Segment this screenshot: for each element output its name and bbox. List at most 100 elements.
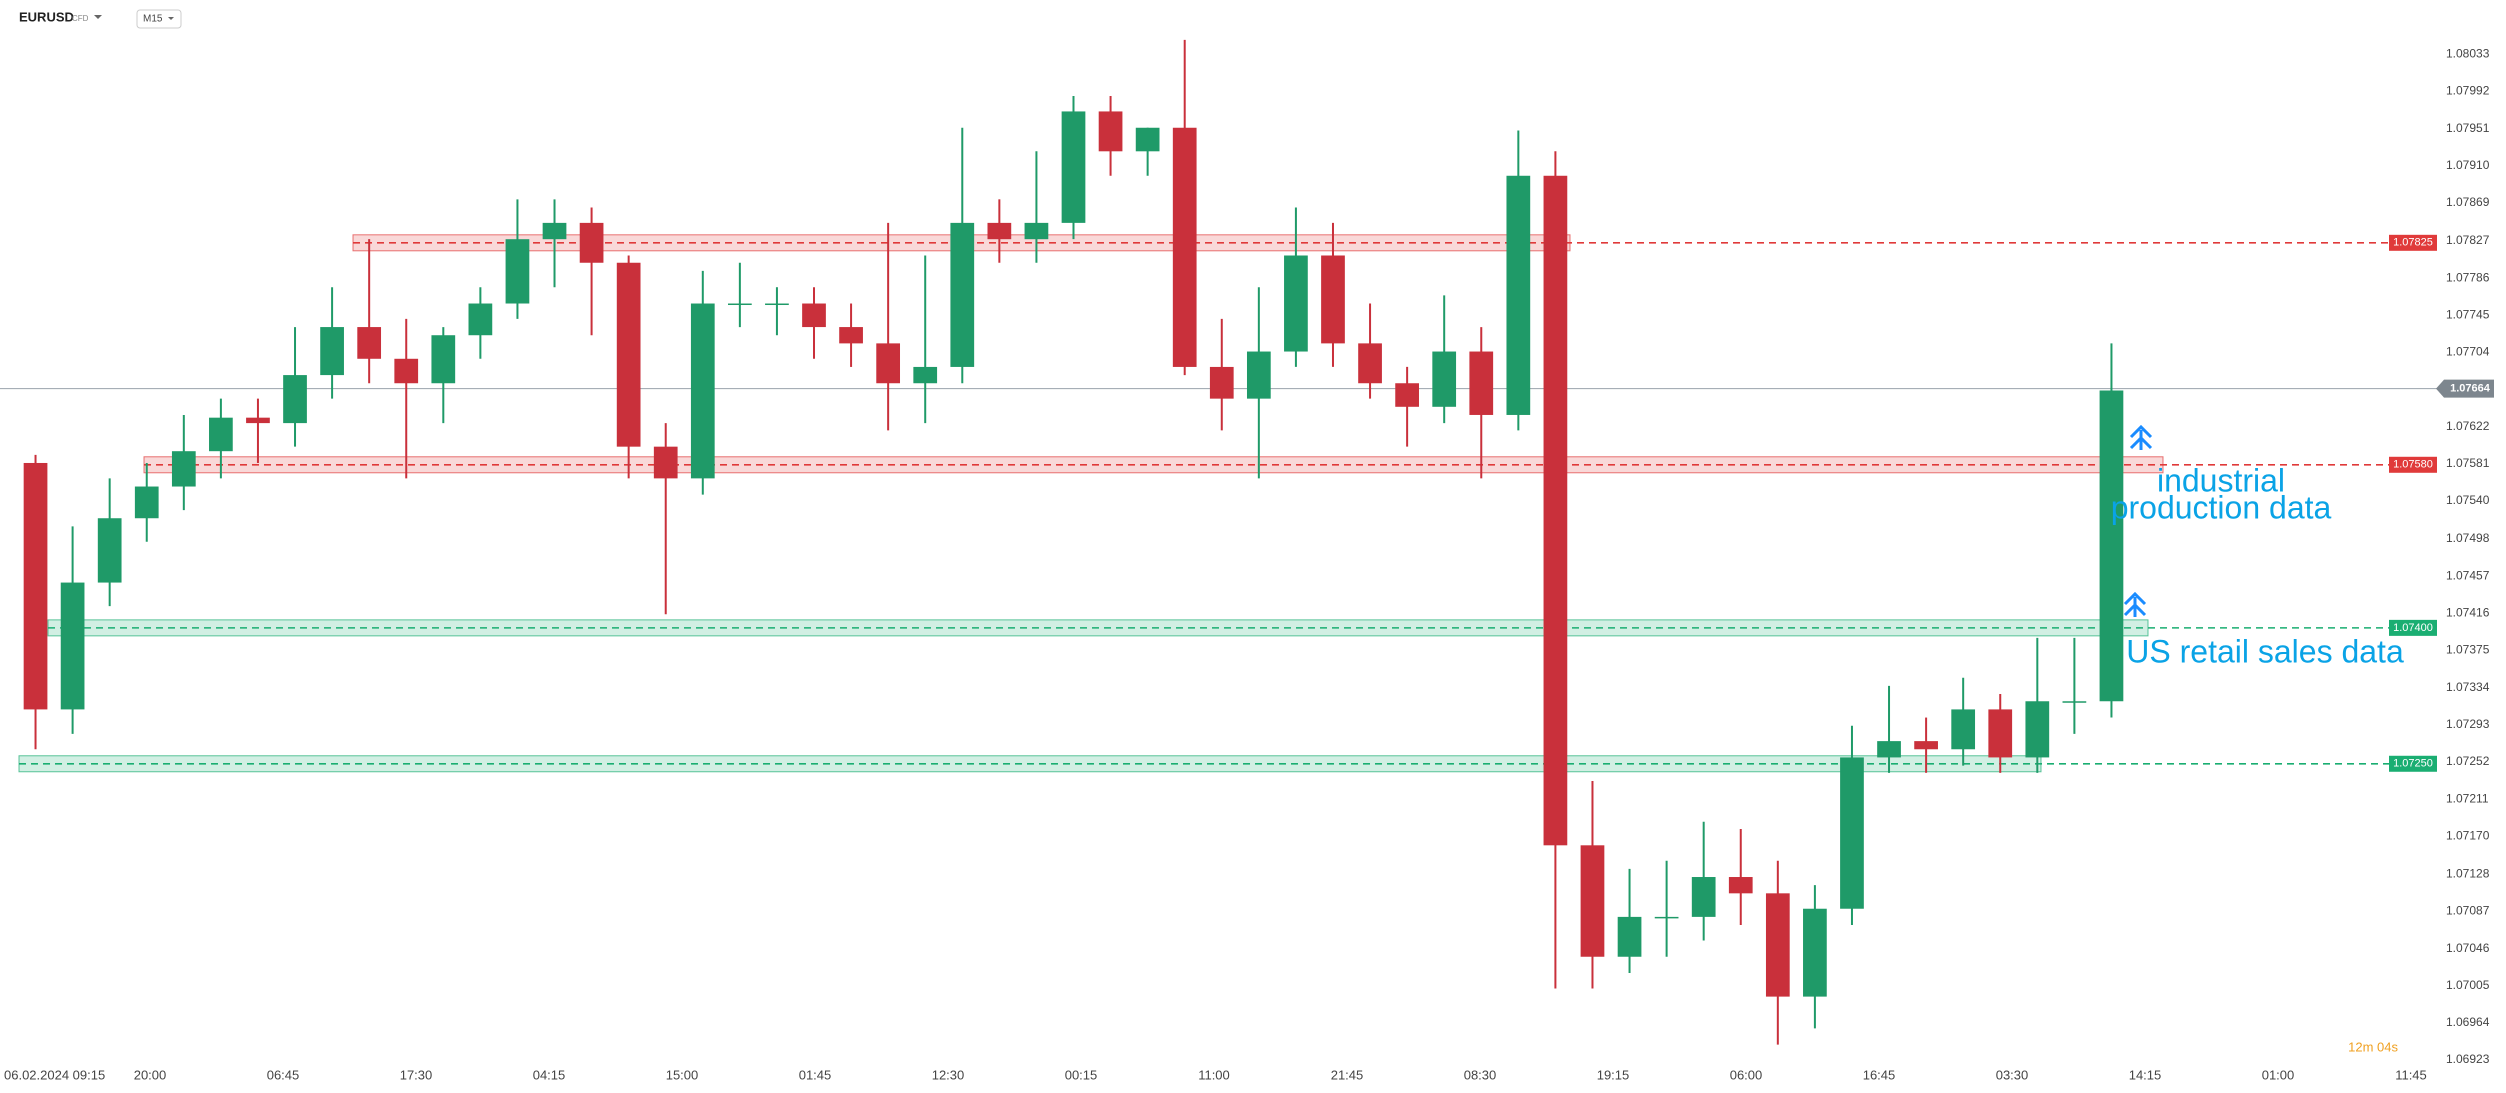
candle-body bbox=[1432, 351, 1457, 407]
candle-body bbox=[1321, 255, 1345, 344]
candle-body bbox=[1765, 893, 1790, 997]
current-price-box bbox=[2436, 379, 2494, 398]
candle-body bbox=[2062, 701, 2087, 703]
y-tick-label: 1.07869 bbox=[2446, 195, 2490, 209]
y-tick-label: 1.07498 bbox=[2446, 531, 2490, 545]
annotation: industrial bbox=[2157, 462, 2285, 498]
annotation: US retail sales data bbox=[2126, 633, 2404, 669]
x-tick-label: 08:30 bbox=[1464, 1067, 1497, 1082]
candle-body bbox=[839, 327, 863, 344]
x-tick-label: 20:00 bbox=[134, 1067, 167, 1082]
candle-body bbox=[171, 451, 196, 487]
y-tick-label: 1.07252 bbox=[2446, 754, 2490, 768]
candle-body bbox=[23, 462, 48, 710]
candle-body bbox=[728, 303, 752, 306]
x-tick-label: 11:00 bbox=[1198, 1067, 1230, 1082]
x-tick-label: 06:45 bbox=[267, 1067, 300, 1082]
plot: 1.08033 1.07992 1.07951 1.07910 1.07869 1.078… bbox=[0, 39, 2494, 1082]
candle-body bbox=[616, 262, 641, 447]
candle-body bbox=[246, 417, 270, 424]
countdown: 12m 04s bbox=[2348, 1039, 2398, 1054]
candle-body bbox=[1246, 351, 1271, 399]
y-tick-label: 1.07827 bbox=[2446, 233, 2490, 247]
timeframe-box[interactable] bbox=[136, 9, 182, 29]
y-tick-label: 1.07704 bbox=[2446, 345, 2490, 359]
y-tick-label: 1.07375 bbox=[2446, 643, 2490, 657]
candle-body bbox=[1209, 366, 1234, 399]
y-tick-label: 1.07416 bbox=[2446, 606, 2490, 620]
symbol[interactable]: EURUSD bbox=[19, 9, 74, 24]
symbol-caret[interactable] bbox=[94, 15, 102, 19]
level-label-box bbox=[2389, 619, 2437, 636]
y-tick-label: 1.07334 bbox=[2446, 680, 2490, 694]
timeframe[interactable]: M15 bbox=[143, 14, 163, 25]
candle-body bbox=[690, 303, 715, 479]
candle-body bbox=[1543, 175, 1568, 846]
y-tick-label: 1.06923 bbox=[2446, 1052, 2490, 1066]
y-tick-label: 1.07457 bbox=[2446, 568, 2490, 582]
arrow bbox=[2123, 424, 2153, 617]
candle-body bbox=[357, 327, 382, 359]
candle-body bbox=[209, 417, 233, 452]
y-tick-label: 1.07170 bbox=[2446, 828, 2490, 842]
candle-body bbox=[950, 222, 975, 367]
candle-body bbox=[1135, 127, 1160, 152]
x-tick-label: 19:15 bbox=[1597, 1067, 1630, 1082]
level-label-box bbox=[2389, 456, 2437, 473]
candle-body bbox=[1691, 877, 1716, 917]
candle-body bbox=[2025, 701, 2050, 758]
x-tick-label: 21:45 bbox=[1331, 1067, 1364, 1082]
y-tick-label: 1.07293 bbox=[2446, 717, 2490, 731]
candle-body bbox=[1840, 757, 1864, 909]
candle-body bbox=[1506, 175, 1531, 415]
y-tick-label: 1.07046 bbox=[2446, 941, 2490, 955]
candle-body bbox=[876, 343, 901, 384]
candle-body bbox=[1284, 255, 1308, 352]
x-tick-label: 03:30 bbox=[1996, 1067, 2029, 1082]
candle-body bbox=[1728, 877, 1753, 894]
candle-body bbox=[2099, 390, 2124, 702]
x-tick-label: 06:00 bbox=[1730, 1067, 1763, 1082]
level-label-box bbox=[2389, 234, 2437, 251]
x-tick-label: 16:45 bbox=[1863, 1067, 1896, 1082]
candle-body bbox=[320, 327, 344, 376]
candle-body bbox=[283, 375, 307, 424]
y-tick-label: 1.07211 bbox=[2446, 791, 2489, 805]
candle-body bbox=[1951, 709, 1976, 750]
candle-body bbox=[97, 518, 122, 583]
candle-body bbox=[505, 239, 530, 304]
candle-body bbox=[468, 303, 493, 336]
candle-body bbox=[765, 303, 789, 306]
x-tick-label: 00:15 bbox=[1065, 1067, 1098, 1082]
candle-body bbox=[60, 582, 85, 710]
x-tick-label: 17:30 bbox=[400, 1067, 433, 1082]
candle-body bbox=[1024, 222, 1049, 240]
level-label: 1.07400 bbox=[2393, 622, 2433, 634]
y-tick-label: 1.08033 bbox=[2446, 47, 2490, 61]
candle-body bbox=[1617, 916, 1642, 957]
level-label: 1.07580 bbox=[2393, 459, 2433, 471]
y-tick-label: 1.07745 bbox=[2446, 307, 2490, 321]
y-tick-label: 1.07128 bbox=[2446, 866, 2490, 880]
x-tick-label: 15:00 bbox=[666, 1067, 699, 1082]
candle-body bbox=[1098, 111, 1123, 152]
y-tick-label: 1.07622 bbox=[2446, 419, 2490, 433]
candle-body bbox=[1172, 127, 1197, 367]
candle-body bbox=[1061, 111, 1086, 223]
candle-body bbox=[394, 358, 419, 384]
y-tick-label: 1.07992 bbox=[2446, 84, 2490, 98]
candle-body bbox=[1358, 343, 1382, 384]
level-label: 1.07250 bbox=[2393, 758, 2433, 770]
candle-body bbox=[134, 486, 159, 519]
candle-body bbox=[1469, 351, 1494, 415]
y-tick-label: 1.07910 bbox=[2446, 158, 2490, 172]
x-tick-label: 01:45 bbox=[799, 1067, 832, 1082]
level-label-box bbox=[2389, 755, 2437, 772]
x-tick-label: 01:00 bbox=[2262, 1067, 2295, 1082]
x-tick-label: 11:45 bbox=[2395, 1067, 2427, 1082]
level-label: 1.07825 bbox=[2393, 237, 2433, 249]
y-tick-label: 1.07951 bbox=[2446, 121, 2490, 135]
y-tick-label: 1.07581 bbox=[2446, 456, 2490, 470]
candle-body bbox=[1395, 383, 1419, 407]
